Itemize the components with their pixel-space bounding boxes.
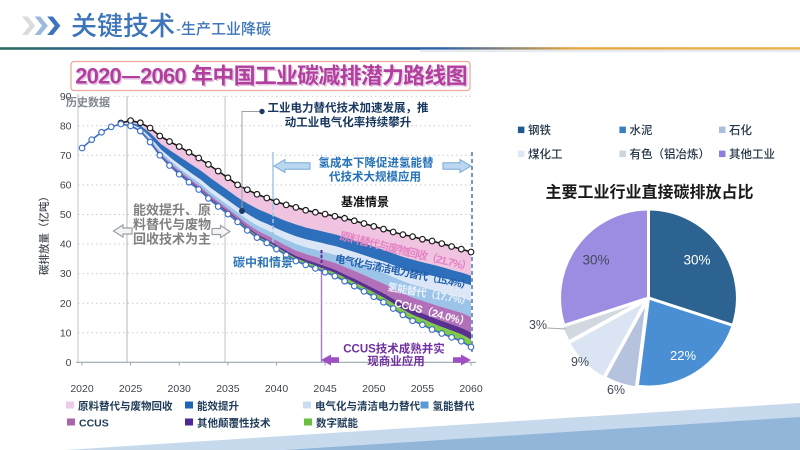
svg-text:氢成本下降促进氢能替: 氢成本下降促进氢能替 (319, 155, 434, 171)
svg-text:2035: 2035 (216, 381, 240, 396)
svg-text:50: 50 (60, 207, 72, 222)
svg-text:有色（铝冶炼）: 有色（铝冶炼） (630, 146, 711, 162)
svg-text:0: 0 (66, 355, 72, 370)
svg-text:30: 30 (60, 266, 72, 281)
svg-text:水泥: 水泥 (630, 122, 653, 138)
svg-text:其他工业: 其他工业 (729, 146, 775, 162)
svg-text:氢能替代: 氢能替代 (433, 399, 475, 414)
svg-text:2030: 2030 (168, 381, 192, 396)
svg-text:2025: 2025 (119, 381, 143, 396)
svg-text:煤化工: 煤化工 (528, 146, 563, 162)
svg-text:料替代与废物: 料替代与废物 (133, 214, 211, 233)
svg-text:2050: 2050 (362, 381, 386, 396)
svg-text:电气化与清洁电力替代: 电气化与清洁电力替代 (315, 399, 420, 414)
svg-text:2020: 2020 (70, 381, 94, 396)
svg-text:80: 80 (60, 118, 72, 133)
svg-text:现商业应用: 现商业应用 (367, 353, 425, 369)
svg-text:石化: 石化 (729, 122, 752, 138)
svg-text:2060: 2060 (459, 381, 483, 396)
svg-text:CCUS技术成熟并实: CCUS技术成熟并实 (343, 341, 445, 357)
svg-text:钢铁: 钢铁 (528, 122, 551, 138)
svg-text:90: 90 (60, 89, 72, 104)
svg-text:2045: 2045 (313, 381, 337, 396)
svg-text:2055: 2055 (411, 381, 435, 396)
svg-text:碳中和情景: 碳中和情景 (233, 254, 293, 271)
svg-text:代技术大规模应用: 代技术大规模应用 (329, 169, 421, 185)
svg-text:3%: 3% (529, 314, 547, 333)
svg-text:动工业电气化率持续攀升: 动工业电气化率持续攀升 (285, 114, 412, 130)
svg-text:2040: 2040 (265, 381, 289, 396)
svg-text:10: 10 (60, 325, 72, 340)
svg-text:数字赋能: 数字赋能 (316, 416, 358, 431)
svg-text:历史数据: 历史数据 (66, 94, 110, 110)
svg-text:30%: 30% (582, 249, 609, 269)
svg-text:能效提升: 能效提升 (197, 399, 239, 414)
svg-text:2020—2060 年中国工业碳减排潜力路线图: 2020—2060 年中国工业碳减排潜力路线图 (75, 59, 467, 91)
svg-text:70: 70 (60, 148, 72, 163)
svg-text:其他颠覆性技术: 其他颠覆性技术 (197, 416, 271, 431)
svg-text:CCUS: CCUS (79, 416, 109, 431)
svg-text:20: 20 (60, 296, 72, 311)
svg-text:22%: 22% (670, 345, 696, 364)
svg-text:基准情景: 基准情景 (341, 193, 389, 210)
svg-text:30%: 30% (683, 249, 710, 269)
svg-text:能效提升、原: 能效提升、原 (133, 200, 211, 219)
svg-text:9%: 9% (571, 351, 589, 370)
svg-text:-生产工业降碳: -生产工业降碳 (176, 18, 271, 39)
svg-text:回收技术为主: 回收技术为主 (133, 229, 211, 248)
svg-text:主要工业行业直接碳排放占比: 主要工业行业直接碳排放占比 (545, 179, 753, 203)
svg-text:工业电力替代技术加速发展，推: 工业电力替代技术加速发展，推 (268, 100, 429, 116)
svg-text:关键技术: 关键技术 (71, 6, 175, 43)
svg-text:60: 60 (60, 178, 72, 193)
svg-text:原料替代与废物回收: 原料替代与废物回收 (78, 399, 173, 414)
svg-text:40: 40 (60, 237, 72, 252)
svg-text:6%: 6% (607, 379, 625, 398)
svg-text:碳排放量（亿吨）: 碳排放量（亿吨） (37, 191, 52, 275)
